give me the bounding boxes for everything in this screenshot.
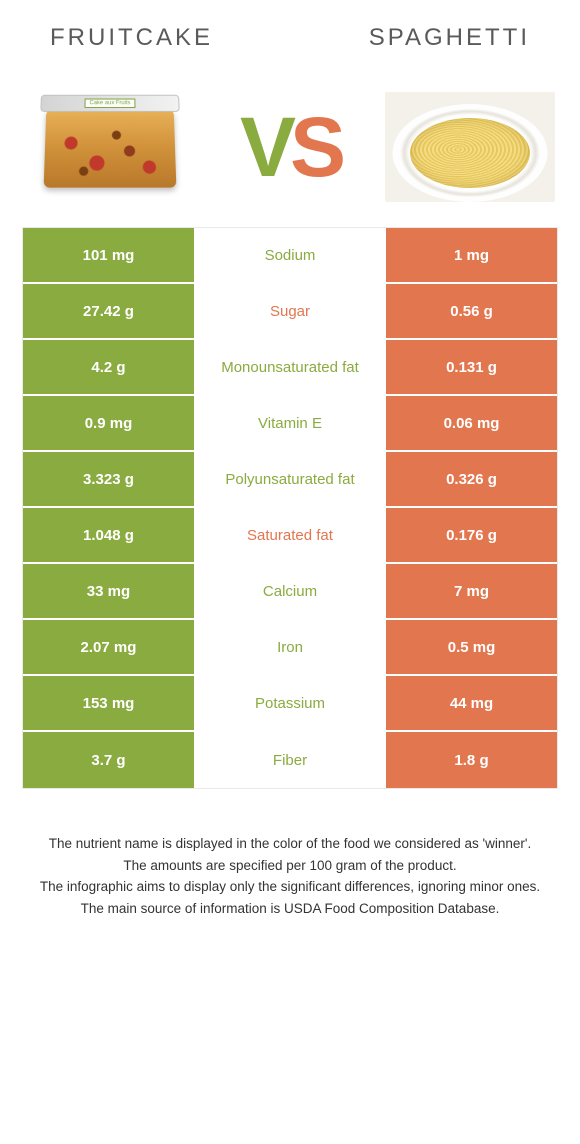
title-left: Fruitcake <box>50 24 213 52</box>
value-right: 0.326 g <box>384 452 557 506</box>
footnote-line: The infographic aims to display only the… <box>30 877 550 897</box>
spaghetti-icon <box>385 92 555 202</box>
value-right: 0.176 g <box>384 508 557 562</box>
value-right: 0.56 g <box>384 284 557 338</box>
table-row: 4.2 gMonounsaturated fat0.131 g <box>23 340 557 396</box>
nutrient-label: Fiber <box>196 732 384 788</box>
table-row: 33 mgCalcium7 mg <box>23 564 557 620</box>
footnote-line: The amounts are specified per 100 gram o… <box>30 856 550 876</box>
value-left: 0.9 mg <box>23 396 196 450</box>
table-row: 2.07 mgIron0.5 mg <box>23 620 557 676</box>
table-row: 0.9 mgVitamin E0.06 mg <box>23 396 557 452</box>
value-right: 0.06 mg <box>384 396 557 450</box>
table-row: 153 mgPotassium44 mg <box>23 676 557 732</box>
value-left: 101 mg <box>23 228 196 282</box>
footnote-line: The main source of information is USDA F… <box>30 899 550 919</box>
value-left: 3.7 g <box>23 732 196 788</box>
vs-label: VS <box>240 105 340 189</box>
vs-s: S <box>290 100 340 194</box>
nutrient-label: Monounsaturated fat <box>196 340 384 394</box>
value-right: 1.8 g <box>384 732 557 788</box>
footnote-line: The nutrient name is displayed in the co… <box>30 834 550 854</box>
value-left: 153 mg <box>23 676 196 730</box>
vs-v: V <box>240 100 290 194</box>
nutrient-label: Saturated fat <box>196 508 384 562</box>
nutrient-label: Sodium <box>196 228 384 282</box>
value-left: 33 mg <box>23 564 196 618</box>
value-right: 0.5 mg <box>384 620 557 674</box>
nutrient-label: Calcium <box>196 564 384 618</box>
hero-row: Cake aux Fruits VS <box>0 62 580 227</box>
value-right: 1 mg <box>384 228 557 282</box>
nutrient-label: Polyunsaturated fat <box>196 452 384 506</box>
table-row: 3.323 gPolyunsaturated fat0.326 g <box>23 452 557 508</box>
nutrient-label: Sugar <box>196 284 384 338</box>
table-row: 1.048 gSaturated fat0.176 g <box>23 508 557 564</box>
table-row: 101 mgSodium1 mg <box>23 228 557 284</box>
value-right: 7 mg <box>384 564 557 618</box>
title-row: Fruitcake Spaghetti <box>0 0 580 62</box>
table-row: 3.7 gFiber1.8 g <box>23 732 557 788</box>
value-left: 4.2 g <box>23 340 196 394</box>
value-left: 3.323 g <box>23 452 196 506</box>
nutrient-label: Iron <box>196 620 384 674</box>
value-right: 0.131 g <box>384 340 557 394</box>
nutrient-label: Vitamin E <box>196 396 384 450</box>
value-left: 2.07 mg <box>23 620 196 674</box>
nutrient-label: Potassium <box>196 676 384 730</box>
table-row: 27.42 gSugar0.56 g <box>23 284 557 340</box>
footnotes: The nutrient name is displayed in the co… <box>0 789 580 918</box>
title-right: Spaghetti <box>369 24 530 52</box>
value-left: 27.42 g <box>23 284 196 338</box>
value-right: 44 mg <box>384 676 557 730</box>
value-left: 1.048 g <box>23 508 196 562</box>
comparison-table: 101 mgSodium1 mg27.42 gSugar0.56 g4.2 gM… <box>22 227 558 789</box>
fruitcake-icon: Cake aux Fruits <box>25 92 195 202</box>
